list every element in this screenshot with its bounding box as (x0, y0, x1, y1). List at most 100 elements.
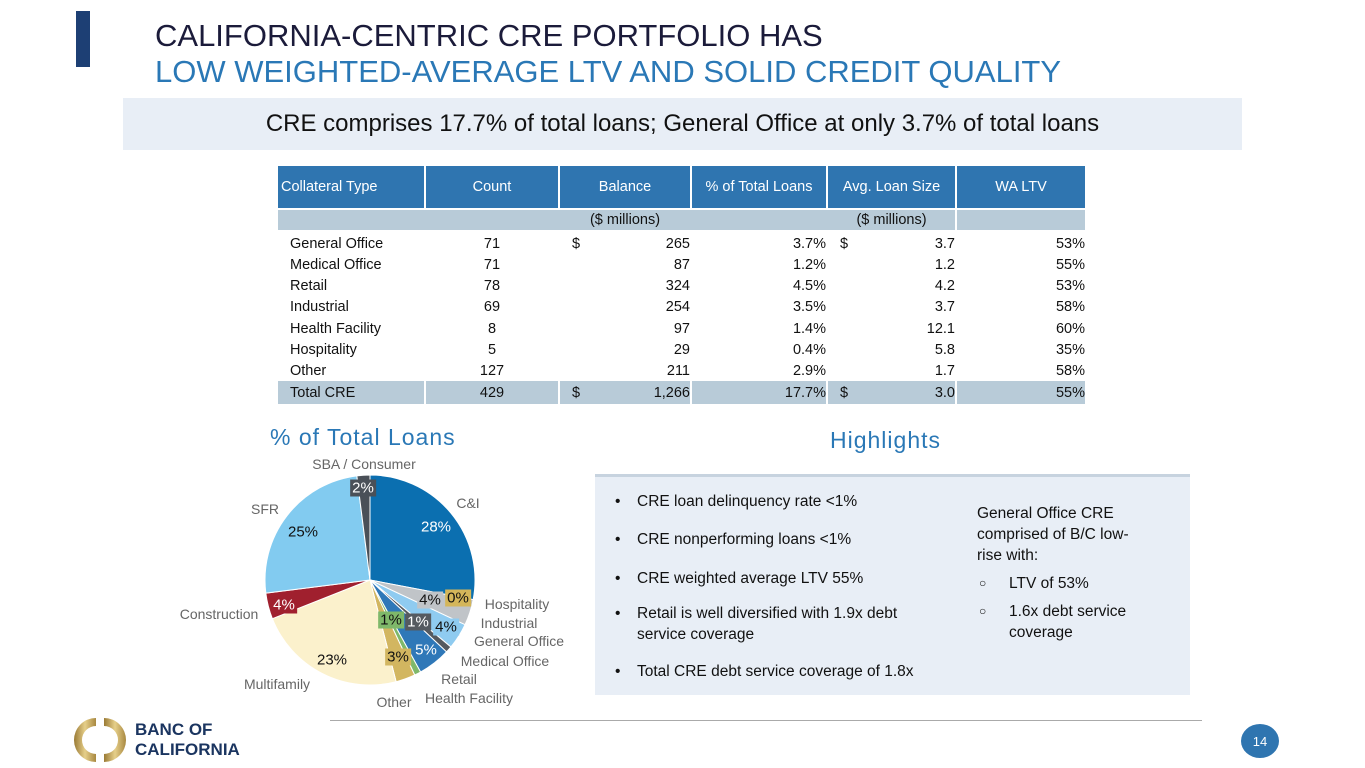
data-label: 4% (417, 591, 443, 609)
count-cell: 8 (487, 320, 497, 337)
side-item-text: 1.6x debt service coverage (1009, 603, 1127, 641)
page-number: 14 (1241, 724, 1279, 758)
data-label: 4% (271, 596, 297, 614)
side-item: ○ LTV of 53% (979, 575, 1089, 592)
pct-cell: 0.4% (792, 342, 826, 358)
row-label: Total CRE (290, 384, 356, 401)
bullet-text: CRE loan delinquency rate <1% (637, 493, 858, 510)
count-cell: 78 (483, 278, 501, 295)
column-header: % of Total Loans (692, 166, 826, 208)
avg-cell: 1.7 (934, 363, 955, 380)
row-label: General Office (290, 235, 384, 252)
avg-cell: 3.7 (934, 235, 955, 252)
row-label: Hospitality (290, 342, 357, 358)
category-label: General Office (473, 633, 565, 649)
balance-cell: 211 (666, 363, 690, 380)
avg-cell: 1.2 (934, 256, 955, 273)
ltv-cell: 35% (1055, 342, 1085, 358)
category-label: Other (376, 694, 412, 710)
data-label: 3% (385, 648, 411, 666)
ltv-cell: 53% (1055, 278, 1085, 295)
footer-divider (330, 720, 1202, 721)
currency-symbol: $ (840, 235, 849, 252)
data-label: 2% (350, 479, 376, 497)
category-label: SBA / Consumer (312, 456, 416, 472)
row-label: Industrial (290, 299, 349, 316)
balance-cell: 97 (673, 320, 690, 337)
summary-banner: CRE comprises 17.7% of total loans; Gene… (123, 98, 1242, 150)
logo-icon (74, 718, 126, 762)
pct-cell: 3.5% (792, 299, 826, 316)
row-label: Health Facility (290, 320, 382, 337)
column-header: WA LTV (957, 166, 1085, 208)
bullet-item: • Total CRE debt service coverage of 1.8x (615, 663, 914, 680)
balance-cell: 29 (673, 342, 690, 358)
category-label: Health Facility (425, 690, 513, 706)
side-item: ○ 1.6x debt service coverage (979, 603, 1127, 641)
total-row-bg (692, 381, 826, 404)
data-label: 23% (316, 651, 348, 669)
bullet-text: Retail is well diversified with 1.9x deb… (637, 605, 898, 643)
column-header: Collateral Type (278, 166, 424, 208)
balance-cell: 1,266 (653, 384, 690, 401)
balance-cell: 254 (665, 299, 690, 316)
category-label: SFR (251, 501, 279, 517)
count-cell: 71 (483, 256, 501, 273)
total-row-bg (957, 381, 1085, 404)
side-item-text: LTV of 53% (1009, 575, 1089, 592)
balance-cell: 87 (673, 256, 690, 273)
currency-symbol: $ (572, 384, 581, 401)
category-label: Construction (179, 606, 259, 622)
data-label: 1% (405, 613, 431, 631)
count-cell: 429 (479, 384, 505, 401)
logo-text: BANC OF CALIFORNIA (135, 720, 240, 760)
category-label: Retail (441, 671, 477, 687)
ltv-cell: 53% (1055, 235, 1085, 252)
bullet-item: • Retail is well diversified with 1.9x de… (615, 605, 898, 643)
balance-cell: 324 (665, 278, 690, 295)
logo-line: BANC OF (135, 720, 213, 739)
units-label: ($ millions) (856, 212, 927, 228)
pct-cell: 17.7% (784, 384, 826, 401)
data-label: 28% (420, 518, 452, 536)
count-cell: 71 (483, 235, 501, 252)
total-row-bg (278, 381, 424, 404)
pie-slice-c-i (369, 474, 476, 601)
row-label: Other (290, 363, 327, 380)
count-cell: 69 (483, 299, 501, 316)
pct-cell: 3.7% (792, 235, 826, 252)
pct-cell: 1.4% (792, 320, 826, 337)
total-row-bg (426, 381, 558, 404)
bullet-item: • CRE weighted average LTV 55% (615, 570, 864, 587)
pct-cell: 2.9% (792, 363, 826, 380)
avg-cell: 3.0 (934, 384, 955, 401)
balance-cell: 265 (665, 235, 690, 252)
pct-cell: 4.5% (792, 278, 826, 295)
row-label: Retail (290, 278, 328, 295)
data-label: 25% (287, 523, 319, 541)
column-header: Avg. Loan Size (828, 166, 955, 208)
chart-title: % of Total Loans (270, 424, 456, 450)
pie-slice-sba-consumer (356, 474, 371, 581)
category-label: Multifamily (243, 676, 311, 692)
currency-symbol: $ (840, 384, 849, 401)
currency-symbol: $ (572, 235, 581, 252)
data-label: 0% (445, 589, 471, 607)
ltv-cell: 58% (1055, 299, 1085, 316)
category-label: Industrial (480, 615, 538, 631)
column-header: Count (426, 166, 558, 208)
pie-slice-sfr (264, 475, 371, 594)
bullet-item: • CRE loan delinquency rate <1% (615, 493, 858, 510)
highlights-title: Highlights (830, 427, 941, 453)
side-text: General Office CRE comprised of B/C low-… (977, 505, 1129, 564)
total-row-bg (560, 381, 690, 404)
count-cell: 5 (487, 342, 497, 358)
avg-cell: 4.2 (934, 278, 955, 295)
highlights-box: • CRE loan delinquency rate <1% • CRE nonp… (595, 474, 1190, 695)
data-label: 1% (378, 611, 404, 629)
bullet-text: CRE weighted average LTV 55% (637, 570, 864, 587)
bullet-item: • CRE nonperforming loans <1% (615, 531, 852, 548)
subheader-band (957, 210, 1085, 230)
logo-line: CALIFORNIA (135, 740, 240, 759)
total-row-bg (828, 381, 955, 404)
